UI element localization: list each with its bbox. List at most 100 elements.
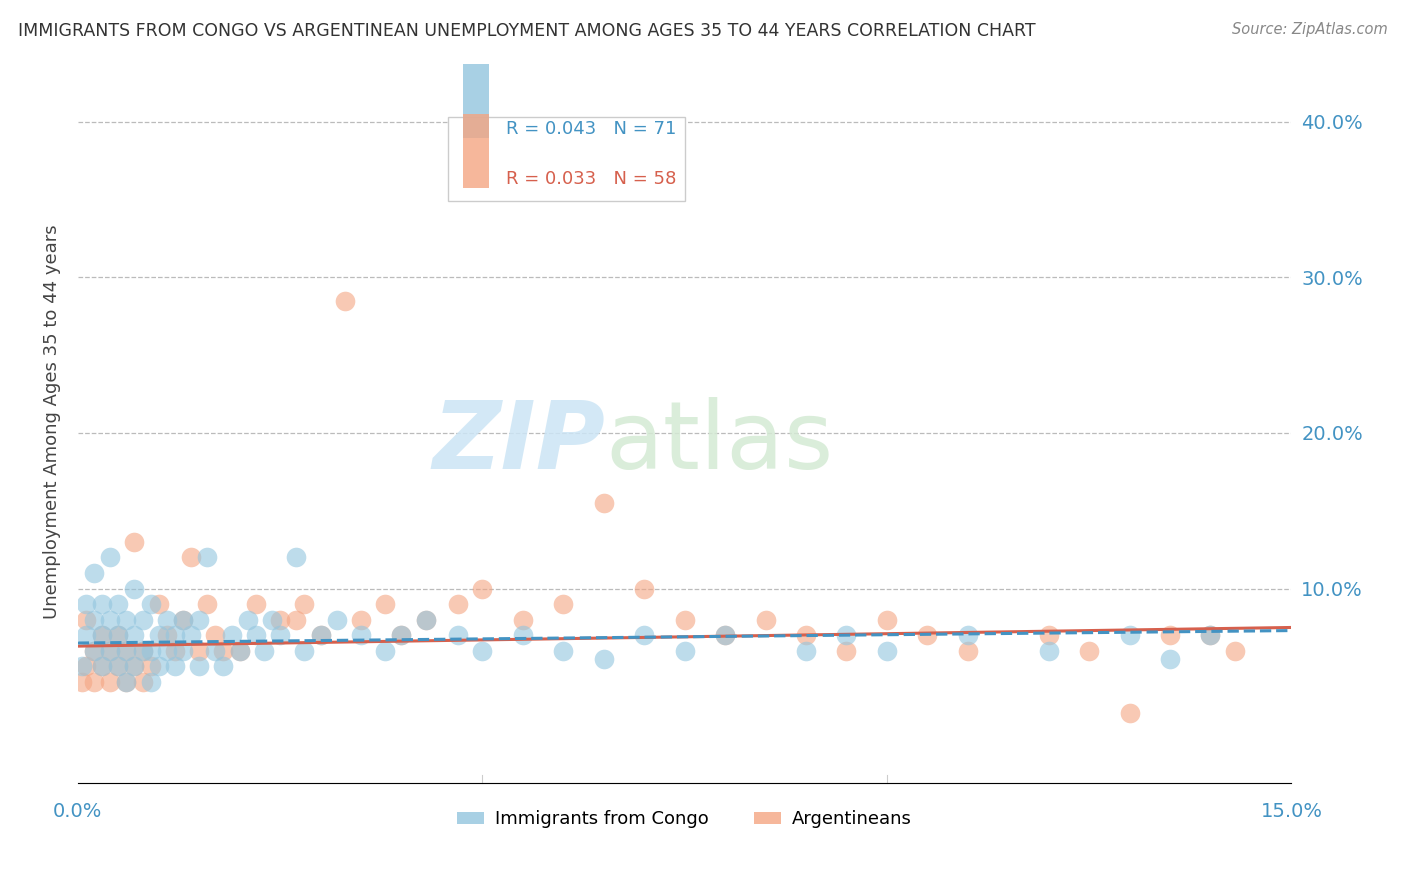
Point — [292, 644, 315, 658]
Point — [309, 628, 332, 642]
Point — [163, 628, 186, 642]
Text: ZIP: ZIP — [433, 397, 606, 489]
Point — [1159, 628, 1181, 642]
Point — [391, 628, 413, 642]
Point — [139, 659, 162, 673]
Legend: Immigrants from Congo, Argentineans: Immigrants from Congo, Argentineans — [450, 803, 920, 836]
Point — [212, 644, 235, 658]
Point — [107, 659, 129, 673]
Point — [212, 659, 235, 673]
Point — [471, 582, 494, 596]
Point — [1159, 651, 1181, 665]
Point — [115, 613, 138, 627]
Point — [70, 659, 93, 673]
Point — [917, 628, 939, 642]
Text: R = 0.033   N = 58: R = 0.033 N = 58 — [506, 170, 676, 188]
Text: IMMIGRANTS FROM CONGO VS ARGENTINEAN UNEMPLOYMENT AMONG AGES 35 TO 44 YEARS CORR: IMMIGRANTS FROM CONGO VS ARGENTINEAN UNE… — [18, 22, 1036, 40]
Point — [91, 628, 114, 642]
Point — [98, 644, 121, 658]
Point — [188, 644, 211, 658]
Point — [107, 628, 129, 642]
Point — [115, 674, 138, 689]
Point — [75, 659, 97, 673]
Point — [794, 628, 817, 642]
Point — [75, 613, 97, 627]
Point — [156, 613, 179, 627]
Point — [269, 613, 291, 627]
Point — [83, 644, 105, 658]
Point — [350, 613, 373, 627]
Point — [131, 613, 153, 627]
Point — [163, 659, 186, 673]
Point — [553, 597, 575, 611]
Point — [83, 674, 105, 689]
Point — [139, 644, 162, 658]
Point — [124, 535, 146, 549]
Point — [91, 628, 114, 642]
Point — [754, 613, 776, 627]
Point — [124, 582, 146, 596]
Point — [98, 613, 121, 627]
Point — [83, 644, 105, 658]
Point — [107, 597, 129, 611]
Point — [673, 613, 696, 627]
Point — [794, 644, 817, 658]
Point — [245, 628, 267, 642]
Point — [124, 659, 146, 673]
Point — [115, 644, 138, 658]
Point — [148, 628, 170, 642]
Point — [253, 644, 276, 658]
Point — [131, 674, 153, 689]
Point — [285, 613, 308, 627]
Point — [188, 659, 211, 673]
Point — [172, 613, 194, 627]
Point — [309, 628, 332, 642]
Point — [83, 613, 105, 627]
Point — [124, 659, 146, 673]
Point — [415, 613, 437, 627]
Point — [512, 613, 534, 627]
Point — [633, 582, 655, 596]
Point — [714, 628, 737, 642]
Point — [163, 644, 186, 658]
Point — [673, 644, 696, 658]
Point — [98, 644, 121, 658]
Y-axis label: Unemployment Among Ages 35 to 44 years: Unemployment Among Ages 35 to 44 years — [44, 224, 60, 619]
Point — [91, 659, 114, 673]
Point — [1199, 628, 1222, 642]
Point — [876, 644, 898, 658]
Point — [75, 597, 97, 611]
Point — [1118, 706, 1140, 720]
Point — [139, 674, 162, 689]
Point — [471, 644, 494, 658]
FancyBboxPatch shape — [449, 118, 685, 201]
Point — [714, 628, 737, 642]
Point — [835, 628, 858, 642]
Point — [447, 628, 470, 642]
Point — [228, 644, 250, 658]
Point — [156, 644, 179, 658]
Point — [391, 628, 413, 642]
Point — [512, 628, 534, 642]
Point — [115, 644, 138, 658]
Point — [1118, 628, 1140, 642]
Point — [139, 597, 162, 611]
Point — [195, 597, 218, 611]
Text: Source: ZipAtlas.com: Source: ZipAtlas.com — [1232, 22, 1388, 37]
Point — [374, 597, 396, 611]
Point — [633, 628, 655, 642]
Point — [91, 597, 114, 611]
Point — [1038, 628, 1060, 642]
Text: 15.0%: 15.0% — [1260, 802, 1323, 821]
Point — [592, 496, 614, 510]
Point — [1223, 644, 1246, 658]
Point — [447, 597, 470, 611]
Point — [228, 644, 250, 658]
Text: 0.0%: 0.0% — [53, 802, 103, 821]
Point — [835, 644, 858, 658]
Point — [374, 644, 396, 658]
Point — [172, 613, 194, 627]
Point — [415, 613, 437, 627]
Point — [292, 597, 315, 611]
Point — [131, 644, 153, 658]
